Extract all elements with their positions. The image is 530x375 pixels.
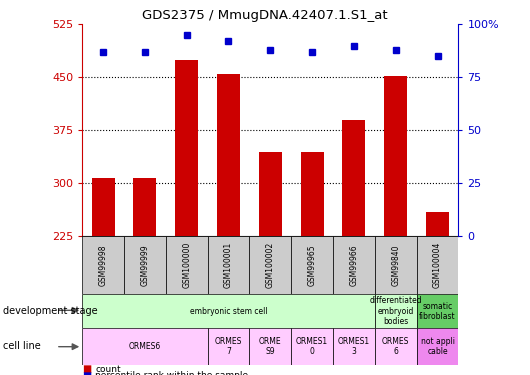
Bar	[375, 236, 417, 294]
Bar	[291, 236, 333, 294]
Bar	[417, 328, 458, 364]
Bar	[208, 236, 250, 294]
Bar	[134, 178, 156, 236]
Bar	[417, 236, 458, 294]
Bar	[250, 328, 291, 364]
Bar	[426, 211, 449, 236]
Bar	[82, 236, 124, 294]
Text: GSM99999: GSM99999	[140, 244, 149, 286]
Text: embryonic stem cell: embryonic stem cell	[190, 307, 267, 316]
Text: GSM99840: GSM99840	[391, 244, 400, 286]
Bar	[208, 328, 250, 364]
Bar	[82, 294, 375, 328]
Bar	[384, 76, 407, 236]
Bar	[291, 328, 333, 364]
Text: ORMES1
0: ORMES1 0	[296, 337, 328, 356]
Text: ORMES
7: ORMES 7	[215, 337, 242, 356]
Text: GSM99965: GSM99965	[307, 244, 316, 286]
Bar	[375, 328, 417, 364]
Bar	[175, 60, 198, 236]
Text: differentiated
embryoid
bodies: differentiated embryoid bodies	[369, 296, 422, 326]
Text: somatic
fibroblast: somatic fibroblast	[419, 302, 456, 321]
Text: cell line: cell line	[3, 341, 40, 351]
Bar	[333, 236, 375, 294]
Text: ORME
S9: ORME S9	[259, 337, 281, 356]
Text: GSM100002: GSM100002	[266, 242, 275, 288]
Text: count: count	[95, 364, 121, 374]
Text: GSM100004: GSM100004	[433, 242, 442, 288]
Text: ORMES6: ORMES6	[129, 342, 161, 351]
Text: not appli
cable: not appli cable	[420, 337, 455, 356]
Text: ORMES
6: ORMES 6	[382, 337, 409, 356]
Bar	[92, 178, 114, 236]
Text: ■: ■	[82, 371, 91, 375]
Text: GSM100001: GSM100001	[224, 242, 233, 288]
Bar	[333, 328, 375, 364]
Text: percentile rank within the sample: percentile rank within the sample	[95, 371, 249, 375]
Text: GSM100000: GSM100000	[182, 242, 191, 288]
Text: ■: ■	[82, 364, 91, 374]
Text: GSM99966: GSM99966	[349, 244, 358, 286]
Text: development stage: development stage	[3, 306, 98, 316]
Bar	[417, 294, 458, 328]
Bar	[342, 120, 365, 236]
Bar	[301, 152, 324, 236]
Bar	[259, 152, 282, 236]
Bar	[124, 236, 166, 294]
Bar	[82, 328, 208, 364]
Bar	[375, 294, 417, 328]
Text: ORMES1
3: ORMES1 3	[338, 337, 370, 356]
Text: GDS2375 / MmugDNA.42407.1.S1_at: GDS2375 / MmugDNA.42407.1.S1_at	[142, 9, 388, 22]
Bar	[166, 236, 208, 294]
Bar	[217, 74, 240, 236]
Bar	[250, 236, 291, 294]
Text: GSM99998: GSM99998	[99, 244, 108, 286]
